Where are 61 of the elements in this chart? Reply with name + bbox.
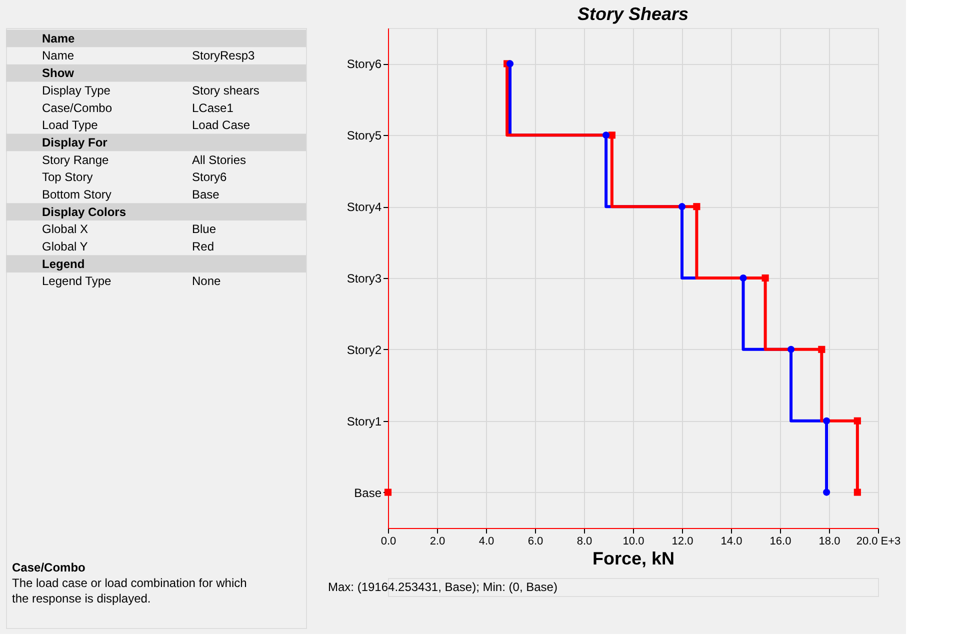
y-tick-label: Story1	[346, 414, 382, 428]
point	[818, 346, 826, 353]
category-label: Display Colors	[42, 204, 126, 219]
y-tick-label: Story6	[346, 57, 382, 72]
x-tick-label: 0.0	[380, 536, 396, 548]
x-tick-label: 6.0	[528, 536, 544, 548]
x-tick-label: 2.0	[430, 536, 446, 548]
y-tick-label: Base	[354, 486, 382, 500]
category-label: Display For	[42, 135, 108, 150]
category-label: Base	[192, 187, 220, 202]
category-label: LCase1	[192, 100, 234, 115]
x-tick-label: 8.0	[576, 536, 592, 548]
x-tick-label: 20.0 E+3	[856, 536, 901, 548]
y-tick-label: Story3	[346, 272, 382, 286]
point	[823, 417, 830, 424]
category-label: Legend Type	[42, 274, 112, 288]
category-label: Name	[42, 31, 75, 46]
point	[854, 417, 861, 424]
category-label: Name	[42, 48, 74, 63]
category-label: Legend	[42, 256, 85, 271]
text: The load case or load combination for which the response is displayed.	[12, 576, 247, 606]
text: Max: (19164.253431, Base); Min: (0, Base)	[328, 580, 558, 594]
category-label: Story shears	[192, 83, 260, 98]
category-label: Blue	[192, 222, 216, 236]
category-label: Load Case	[192, 118, 250, 132]
category-label: Story Range	[42, 152, 109, 167]
x-tick-label: 14.0	[720, 536, 742, 548]
category-label: None	[192, 274, 221, 288]
x-tick-label: 16.0	[770, 536, 792, 548]
point	[678, 203, 686, 210]
category-label: Global X	[42, 222, 88, 236]
point	[693, 203, 700, 210]
y-tick-label: Story5	[346, 128, 382, 143]
x-tick-label: 12.0	[672, 536, 694, 548]
point	[823, 488, 830, 496]
y-tick-label: Story4	[346, 200, 382, 214]
y-tick-label: Story2	[346, 342, 382, 357]
category-label: Global Y	[42, 239, 88, 254]
category-label: All Stories	[192, 152, 246, 167]
category-label: Case/Combo	[42, 100, 112, 115]
category-label: Bottom Story	[42, 187, 112, 202]
point	[762, 274, 769, 282]
x-tick-label: 4.0	[478, 536, 494, 548]
category-label: Story6	[192, 170, 227, 184]
category-label: StoryResp3	[192, 48, 255, 63]
text: Case/Combo	[12, 560, 86, 574]
x-tick-label: 18.0	[818, 536, 840, 548]
category-label: Load Type	[42, 118, 98, 132]
category-label: Display Type	[42, 83, 110, 98]
x-axis-title: Force, kN	[592, 548, 675, 568]
category-label: Show	[42, 66, 74, 80]
point	[608, 132, 616, 139]
category-label: Top Story	[42, 170, 93, 184]
point	[787, 346, 795, 353]
chart-title: Story Shears	[577, 4, 689, 24]
point	[740, 274, 747, 282]
x-tick-label: 10.0	[622, 536, 644, 548]
point	[854, 488, 861, 496]
point	[506, 60, 514, 68]
point	[602, 132, 610, 139]
category-label: Red	[192, 239, 214, 254]
